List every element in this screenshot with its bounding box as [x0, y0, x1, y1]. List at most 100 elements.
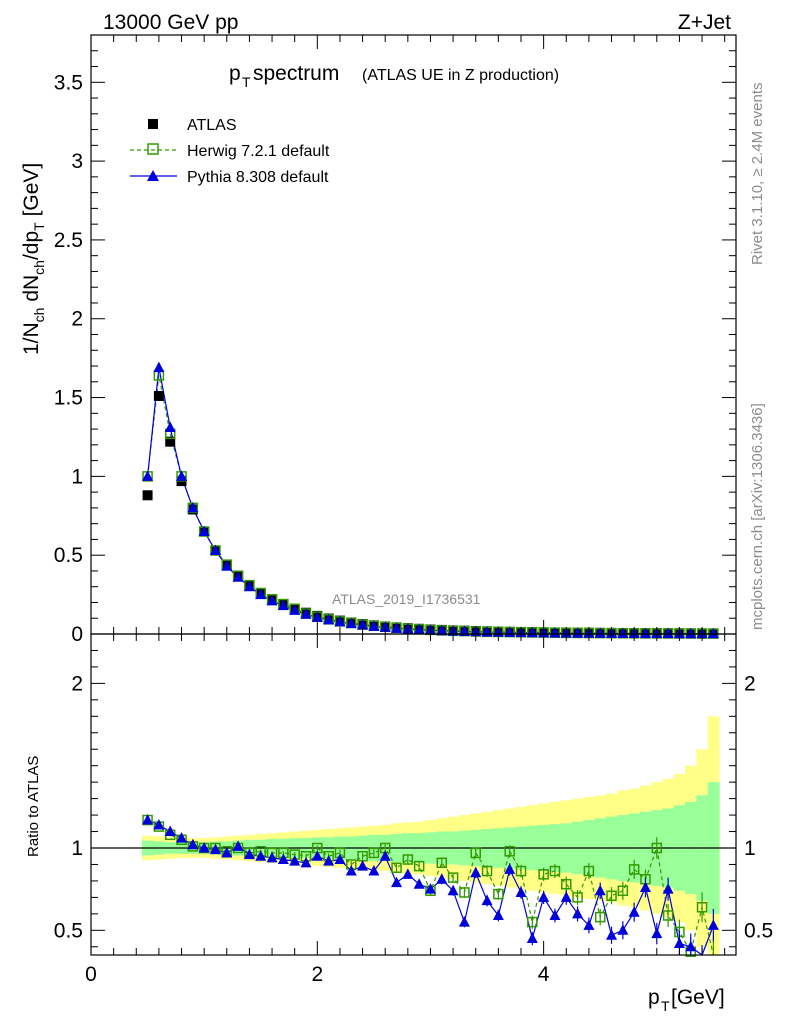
- pythia-point: [153, 361, 165, 373]
- pythia-point: [572, 627, 584, 638]
- ratio-pythia-point: [402, 868, 414, 879]
- pythia-point: [221, 560, 233, 571]
- analysis-watermark: ATLAS_2019_I1736531: [332, 591, 481, 607]
- ratio-pythia-point: [707, 919, 719, 930]
- ratio-herwig-point: [583, 865, 595, 877]
- ratio-pythia-point: [142, 814, 154, 825]
- pythia-point: [323, 613, 335, 625]
- pythia-point: [458, 625, 470, 636]
- main-y-tick-label: 3: [71, 150, 83, 173]
- legend-pythia-label: Pythia 8.308 default: [187, 169, 329, 186]
- ratio-pythia-point: [538, 891, 550, 902]
- pythia-point: [639, 627, 651, 639]
- ratio-herwig-point: [662, 910, 674, 921]
- pythia-point: [255, 588, 267, 600]
- ratio-pythia-point: [379, 850, 391, 861]
- energy-label: 13000 GeV pp: [103, 11, 238, 34]
- main-y-tick-label: 1: [71, 465, 83, 488]
- ratio-herwig-point: [515, 865, 527, 877]
- ratio-pythia-point: [617, 924, 629, 935]
- ratio-pythia-point: [481, 894, 493, 906]
- ratio-pythia-point: [391, 876, 403, 888]
- ratio-pythia-point: [594, 884, 606, 896]
- ratio-pythia-point: [447, 884, 459, 896]
- ratio-pythia-point: [209, 843, 221, 855]
- ratio-y-axis-title: Ratio to ATLAS: [25, 756, 42, 857]
- ratio-herwig-point: [470, 847, 481, 859]
- main-y-tick-label: 2: [71, 308, 83, 331]
- main-y-tick-label: 3.5: [54, 71, 83, 94]
- pythia-point: [164, 421, 176, 433]
- ratio-herwig-point: [628, 864, 640, 875]
- ratio-herwig-point: [391, 862, 402, 874]
- x-title-sub: T: [661, 998, 670, 1014]
- ratio-uncertainty-bands: [141, 716, 720, 955]
- ratio-pythia-point: [515, 886, 527, 897]
- ratio-pythia-point: [357, 860, 369, 871]
- ratio-herwig-point: [413, 860, 425, 872]
- ratio-herwig-point: [617, 885, 629, 897]
- x-axis-title: p T [GeV]: [648, 986, 725, 1014]
- ratio-herwig-point: [481, 865, 493, 877]
- legend-pythia-marker: [147, 170, 159, 181]
- ratio-pythia-point: [153, 818, 165, 830]
- process-label: Z+Jet: [678, 11, 731, 34]
- ratio-pythia-point: [673, 937, 685, 948]
- ratio-plot-frame: [90, 633, 737, 956]
- ratio-pythia-point: [549, 909, 561, 920]
- atlas-point: [165, 436, 176, 447]
- pythia-point: [187, 501, 199, 513]
- pythia-point: [232, 571, 244, 582]
- ratio-herwig-point: [651, 842, 663, 854]
- pythia-point: [142, 470, 154, 481]
- ratio-herwig-point: [696, 902, 708, 913]
- ratio-y-tick-label: 1: [71, 837, 83, 860]
- title-p: p: [229, 62, 241, 85]
- title-note: (ATLAS UE in Z production): [362, 67, 559, 84]
- ratio-pythia-point: [368, 865, 380, 876]
- ratio-pythia-point: [255, 850, 267, 861]
- ratio-herwig-point: [594, 911, 606, 923]
- ratio-herwig-point: [447, 872, 459, 883]
- ratio-y-tick-label-right: 1: [744, 837, 756, 860]
- legend-atlas-marker: [148, 119, 158, 129]
- pythia-point: [209, 544, 221, 555]
- ratio-pythia-point: [628, 906, 640, 917]
- atlas-point: [153, 390, 164, 401]
- ratio-pythia-point: [526, 932, 538, 944]
- ratio-herwig-point: [527, 916, 538, 928]
- ratio-pythia-point: [583, 919, 595, 930]
- ratio-pythia-point: [572, 907, 584, 919]
- ratio-pythia-point: [685, 940, 697, 952]
- main-y-tick-label: 0.5: [54, 544, 83, 567]
- ratio-y-tick-label: 0.5: [54, 919, 83, 942]
- ratio-pythia-point: [492, 909, 504, 920]
- ratio-herwig-point: [504, 846, 515, 857]
- ratio-pythia-point: [651, 927, 663, 939]
- ratio-pythia-point: [334, 853, 346, 865]
- pythia-point: [176, 470, 188, 481]
- legend-herwig-label: Herwig 7.2.1 default: [187, 143, 330, 160]
- ratio-pythia-point: [266, 851, 278, 863]
- legend-herwig-marker: [147, 143, 159, 155]
- ratio-pythia-point: [289, 855, 301, 866]
- pythia-point: [311, 611, 323, 622]
- ratio-pythia-point: [221, 846, 233, 858]
- ratio-pythia-point: [504, 863, 516, 874]
- pythia-point: [277, 599, 289, 611]
- ratio-pythia-point: [470, 866, 482, 878]
- ratio-pythia-point: [345, 865, 357, 876]
- pythia-point: [707, 627, 719, 639]
- atlas-point: [142, 490, 153, 501]
- legend-atlas-label: ATLAS: [187, 117, 237, 134]
- title-sub: T: [242, 74, 251, 90]
- ratio-pythia-point: [243, 848, 255, 860]
- ratio-pythia-point: [311, 850, 323, 861]
- ratio-plot-series: [91, 814, 736, 957]
- ratio-pythia-point: [300, 856, 312, 868]
- mcplots-watermark: mcplots.cern.ch [arXiv:1306.3436]: [749, 403, 766, 630]
- ratio-herwig-point: [493, 888, 504, 900]
- ratio-pythia-point: [277, 853, 289, 865]
- pythia-point: [617, 627, 629, 638]
